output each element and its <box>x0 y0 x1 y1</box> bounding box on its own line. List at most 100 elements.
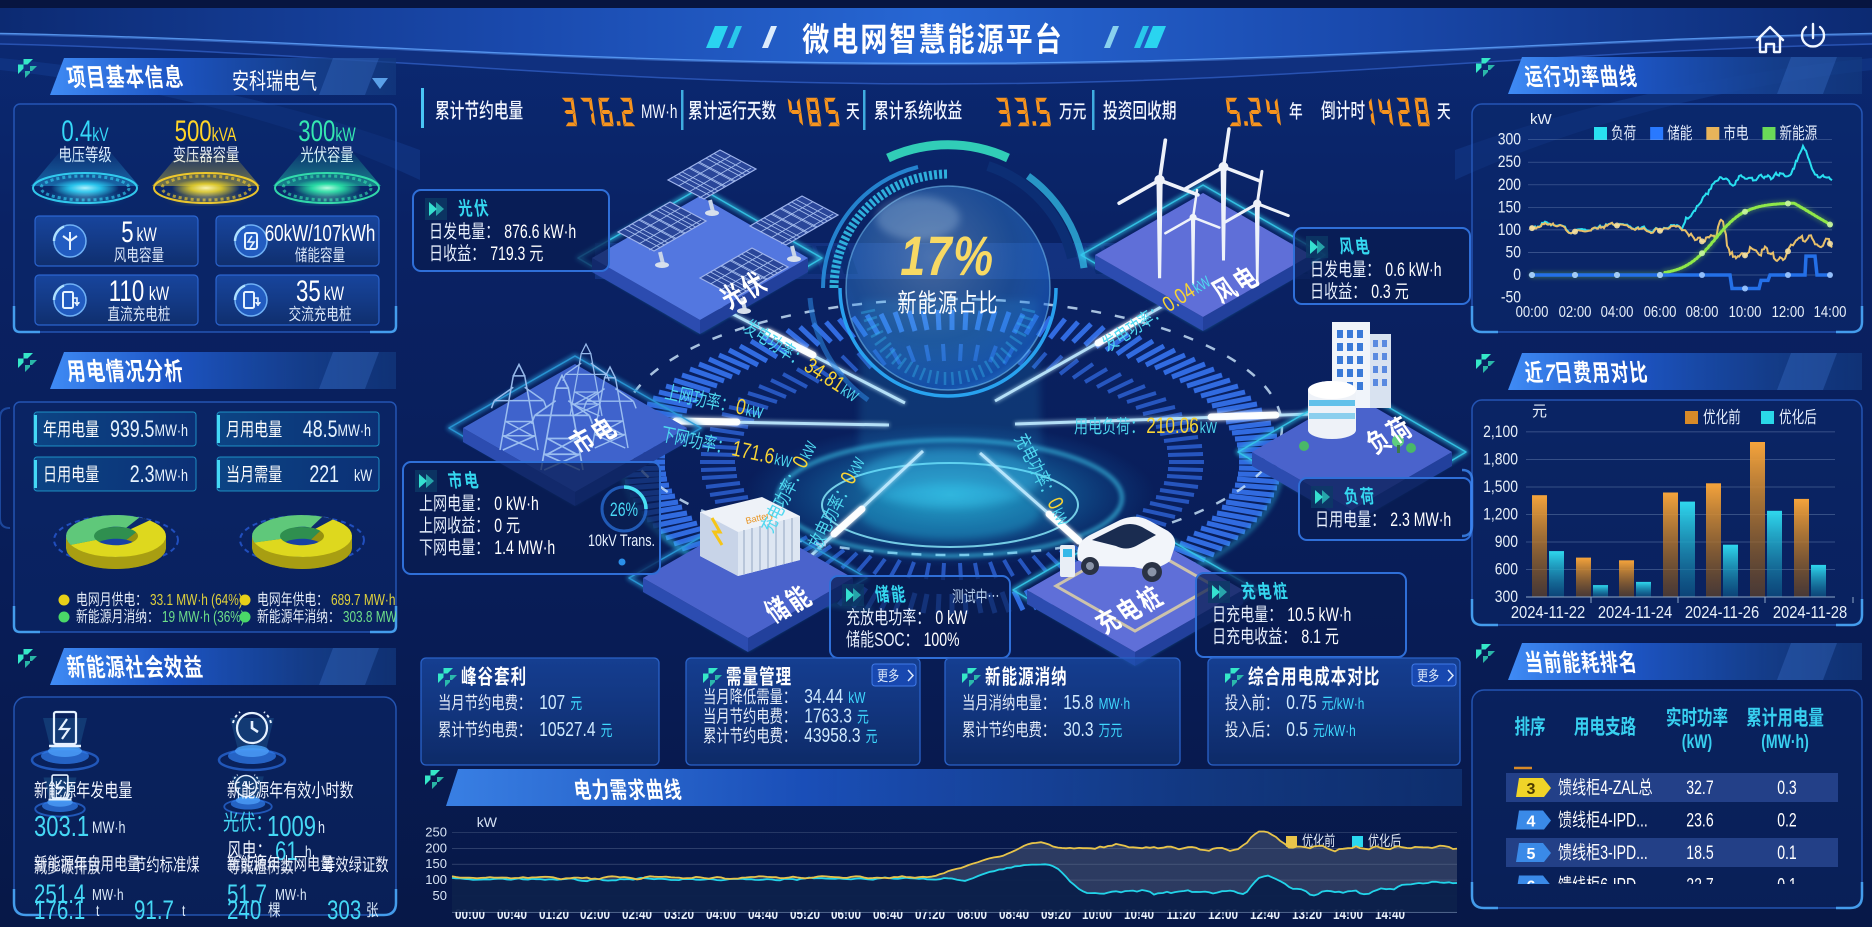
svg-text:10kV Trans.: 10kV Trans. <box>588 531 655 550</box>
svg-text:/kW·h: /kW·h <box>1325 721 1356 739</box>
svg-text:8.1: 8.1 <box>1301 626 1321 648</box>
svg-text:35: 35 <box>296 274 321 308</box>
svg-text:176.1: 176.1 <box>34 895 85 925</box>
svg-text:-50: -50 <box>1501 288 1521 307</box>
svg-text:251.4: 251.4 <box>34 879 85 909</box>
svg-text:(kW): (kW) <box>1682 731 1712 753</box>
svg-text:12:00: 12:00 <box>1772 304 1805 321</box>
svg-text:14:00: 14:00 <box>1814 304 1847 321</box>
svg-text:0.1: 0.1 <box>1777 874 1797 896</box>
svg-text:0.1: 0.1 <box>1777 842 1797 864</box>
svg-text:元: 元 <box>1532 403 1547 420</box>
svg-text:876.6 kW·h: 876.6 kW·h <box>504 221 576 243</box>
svg-text:MW·h: MW·h <box>641 101 677 123</box>
svg-text:(MW·h): (MW·h) <box>1761 731 1809 753</box>
svg-text:2.3 MW·h: 2.3 MW·h <box>1390 509 1451 531</box>
svg-text:2.3: 2.3 <box>130 462 155 488</box>
svg-text:SOC: SOC <box>874 629 904 651</box>
svg-text:22.7: 22.7 <box>1686 874 1713 896</box>
svg-text:kW: kW <box>137 224 157 246</box>
svg-text:91.7: 91.7 <box>134 895 174 925</box>
svg-text:17%: 17% <box>900 224 994 287</box>
svg-text:0 kW·h: 0 kW·h <box>494 493 539 515</box>
svg-text:MW·h: MW·h <box>155 466 189 485</box>
svg-text:32.7: 32.7 <box>1686 777 1713 799</box>
svg-text:kW: kW <box>335 124 355 146</box>
svg-text:50: 50 <box>433 888 447 903</box>
svg-text:kV: kV <box>92 124 109 146</box>
svg-text:kW: kW <box>1530 111 1553 128</box>
svg-text:kVA: kVA <box>212 124 237 146</box>
svg-text:10.5 kW·h: 10.5 kW·h <box>1287 604 1351 626</box>
svg-text:MW·h: MW·h <box>92 818 126 837</box>
svg-text:2024-11-22: 2024-11-22 <box>1511 603 1585 623</box>
svg-text:939.5: 939.5 <box>110 417 154 443</box>
svg-text:5: 5 <box>121 215 133 249</box>
svg-text:0: 0 <box>494 515 502 537</box>
svg-text:MW·h: MW·h <box>155 421 189 440</box>
svg-text:4-ZAL: 4-ZAL <box>1600 777 1638 799</box>
svg-text:kW: kW <box>848 688 866 706</box>
svg-text:1,500: 1,500 <box>1483 478 1518 497</box>
svg-text:5: 5 <box>1527 846 1536 863</box>
svg-text:50: 50 <box>1506 243 1522 262</box>
svg-text:/kW·h: /kW·h <box>1334 694 1365 712</box>
svg-text:719.3: 719.3 <box>490 243 525 265</box>
svg-text:1,200: 1,200 <box>1483 505 1518 524</box>
svg-text:200: 200 <box>1498 176 1522 195</box>
svg-text:t: t <box>96 901 99 919</box>
svg-text:MW·h: MW·h <box>1099 694 1131 712</box>
svg-text:689.7 MW·h (69%): 689.7 MW·h (69%) <box>331 590 430 608</box>
svg-text:0.6 kW·h: 0.6 kW·h <box>1385 259 1441 281</box>
svg-text:kW: kW <box>744 401 765 422</box>
svg-text:2024-11-26: 2024-11-26 <box>1685 603 1759 623</box>
svg-text:100: 100 <box>425 872 447 887</box>
svg-text:19 MW·h (36%): 19 MW·h (36%) <box>162 607 245 625</box>
svg-text:30.3: 30.3 <box>1063 718 1093 740</box>
svg-text:61: 61 <box>275 836 298 866</box>
svg-text:43958.3: 43958.3 <box>804 724 860 746</box>
svg-text:48.5: 48.5 <box>303 417 338 443</box>
svg-text:26%: 26% <box>610 499 638 521</box>
svg-text:107: 107 <box>539 691 565 713</box>
svg-text:4-IPD...: 4-IPD... <box>1600 809 1648 831</box>
svg-text:0.4: 0.4 <box>61 114 92 148</box>
svg-text:300: 300 <box>1495 588 1519 607</box>
svg-text:150: 150 <box>1498 198 1522 217</box>
svg-text:2024-11-28: 2024-11-28 <box>1773 603 1847 623</box>
svg-text:60kW/107kWh: 60kW/107kWh <box>265 222 376 247</box>
svg-text:04:00: 04:00 <box>1601 304 1634 321</box>
svg-text:600: 600 <box>1495 560 1519 579</box>
svg-text:kW: kW <box>477 814 498 830</box>
svg-text:kW: kW <box>773 450 794 471</box>
svg-text:303.1: 303.1 <box>34 811 89 843</box>
svg-text:h: h <box>305 842 312 860</box>
svg-text:MW·h: MW·h <box>275 885 307 903</box>
svg-text:3-IPD...: 3-IPD... <box>1600 842 1648 864</box>
svg-text:02:00: 02:00 <box>1559 304 1592 321</box>
svg-text:06:00: 06:00 <box>1644 304 1677 321</box>
svg-text:0.75: 0.75 <box>1286 691 1316 713</box>
svg-text:23.6: 23.6 <box>1686 809 1713 831</box>
svg-text:303: 303 <box>327 895 361 925</box>
svg-text:250: 250 <box>425 825 447 840</box>
svg-text:300: 300 <box>298 114 335 148</box>
svg-text:6-IPD: 6-IPD <box>1600 874 1636 896</box>
svg-text:51.7: 51.7 <box>227 879 267 909</box>
svg-text:kW: kW <box>324 283 344 305</box>
svg-text:kW: kW <box>354 466 373 485</box>
svg-text:0.5: 0.5 <box>1286 718 1308 740</box>
svg-text:240: 240 <box>227 895 261 925</box>
svg-text:kW: kW <box>149 283 169 305</box>
svg-text:110: 110 <box>109 274 144 308</box>
svg-text:10527.4: 10527.4 <box>539 718 595 740</box>
svg-text:10:00: 10:00 <box>1729 304 1762 321</box>
svg-text:kW: kW <box>1200 418 1218 436</box>
svg-text:1009: 1009 <box>267 811 316 843</box>
svg-text:34.44: 34.44 <box>804 685 843 707</box>
svg-text:0 kW: 0 kW <box>935 607 967 629</box>
svg-text:3: 3 <box>1527 781 1536 798</box>
svg-text:100%: 100% <box>924 629 960 651</box>
svg-text:500: 500 <box>175 114 212 148</box>
svg-text:900: 900 <box>1495 533 1519 552</box>
